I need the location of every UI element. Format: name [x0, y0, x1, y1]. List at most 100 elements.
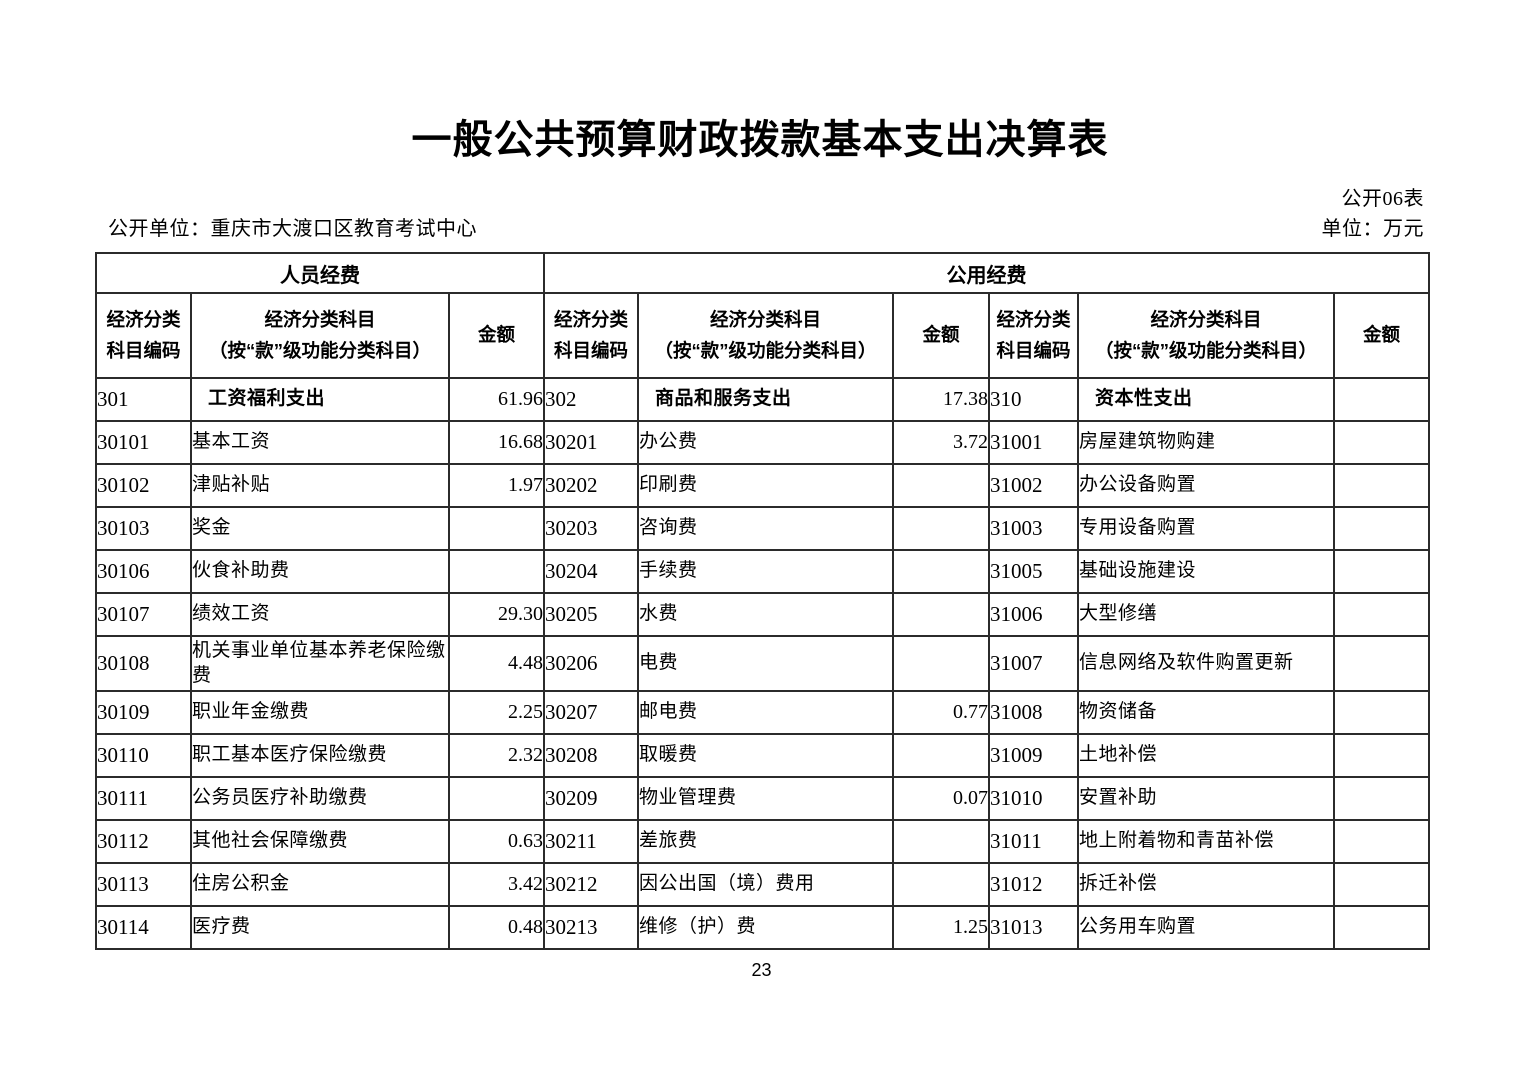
- code-cell: 30101: [95, 420, 192, 465]
- amount-cell: 0.77: [892, 690, 991, 735]
- table-row: 30114 医疗费 0.48 30213 维修（护）费 1.25 31013 公…: [95, 905, 1431, 950]
- code-cell: 30205: [543, 592, 640, 637]
- code-cell: 31007: [988, 635, 1080, 692]
- code-cell: 30212: [543, 862, 640, 907]
- code-cell: 30201: [543, 420, 640, 465]
- col-header-amount-1: 金额: [447, 292, 546, 379]
- amount-cell: [1333, 733, 1431, 778]
- col-header-code-2: 经济分类 科目编码: [543, 292, 640, 379]
- table-row: 30106 伙食补助费 30204 手续费 31005 基础设施建设: [95, 549, 1431, 594]
- col-header-amount-2: 金额: [892, 292, 991, 379]
- col-header-subject-line2: （按“款”级功能分类科目）: [208, 339, 431, 361]
- subject-cell: 手续费: [637, 549, 895, 594]
- code-cell: 30107: [95, 592, 192, 637]
- col-header-subject-3: 经济分类科目 （按“款”级功能分类科目）: [1077, 292, 1336, 379]
- code-cell: 30109: [95, 690, 192, 735]
- amount-cell: [1333, 819, 1431, 864]
- amount-cell: [1333, 549, 1431, 594]
- amount-cell: [1333, 377, 1431, 422]
- amount-cell: 2.25: [447, 690, 546, 735]
- page-title: 一般公共预算财政拨款基本支出决算表: [411, 118, 1109, 162]
- subject-cell: 职业年金缴费: [190, 690, 450, 735]
- code-cell: 30207: [543, 690, 640, 735]
- code-cell: 301: [95, 377, 192, 422]
- subject-cell: 物业管理费: [637, 776, 895, 821]
- amount-cell: 29.30: [447, 592, 546, 637]
- code-cell: 31013: [988, 905, 1080, 950]
- amount-cell: 0.07: [892, 776, 991, 821]
- amount-cell: [892, 463, 991, 508]
- code-cell: 30111: [95, 776, 192, 821]
- subject-cell: 津贴补贴: [190, 463, 450, 508]
- code-cell: 30106: [95, 549, 192, 594]
- amount-cell: 0.48: [447, 905, 546, 950]
- table-row: 30102 津贴补贴 1.97 30202 印刷费 31002 办公设备购置: [95, 463, 1431, 508]
- code-cell: 30204: [543, 549, 640, 594]
- table-row: 30113 住房公积金 3.42 30212 因公出国（境）费用 31012 拆…: [95, 862, 1431, 907]
- col-header-code-line1: 经济分类: [996, 308, 1071, 330]
- col-header-subject-1: 经济分类科目 （按“款”级功能分类科目）: [190, 292, 450, 379]
- table-row: 30109 职业年金缴费 2.25 30207 邮电费 0.77 31008 物…: [95, 690, 1431, 735]
- amount-cell: 2.32: [447, 733, 546, 778]
- subject-cell: 差旅费: [637, 819, 895, 864]
- table-row: 301 工资福利支出 61.96 302 商品和服务支出 17.38 310 资…: [95, 377, 1431, 422]
- code-cell: 30202: [543, 463, 640, 508]
- amount-cell: [1333, 506, 1431, 551]
- amount-cell: [1333, 862, 1431, 907]
- amount-cell: [447, 776, 546, 821]
- table-row: 30108 机关事业单位基本养老保险缴费 4.48 30206 电费 31007…: [95, 635, 1431, 692]
- amount-cell: 1.97: [447, 463, 546, 508]
- table-row: 30111 公务员医疗补助缴费 30209 物业管理费 0.07 31010 安…: [95, 776, 1431, 821]
- col-header-code-line1: 经济分类: [554, 308, 629, 330]
- subject-cell: 地上附着物和青苗补偿: [1077, 819, 1336, 864]
- subject-cell: 办公设备购置: [1077, 463, 1336, 508]
- amount-cell: 3.72: [892, 420, 991, 465]
- group-header-row: 人员经费 公用经费: [94, 252, 1431, 294]
- amount-cell: [892, 819, 991, 864]
- group-header-personnel: 人员经费: [94, 252, 546, 294]
- col-header-amount-3: 金额: [1333, 292, 1431, 379]
- subject-cell: 住房公积金: [190, 862, 450, 907]
- amount-cell: 0.63: [447, 819, 546, 864]
- amount-cell: [447, 506, 546, 551]
- code-cell: 30112: [95, 819, 192, 864]
- amount-cell: [892, 592, 991, 637]
- amount-cell: [1333, 592, 1431, 637]
- code-cell: 30110: [95, 733, 192, 778]
- code-cell: 31010: [988, 776, 1080, 821]
- publisher-label: 公开单位：重庆市大渡口区教育考试中心: [108, 218, 477, 240]
- code-cell: 31006: [988, 592, 1080, 637]
- amount-cell: [447, 549, 546, 594]
- amount-cell: [892, 506, 991, 551]
- code-cell: 30209: [543, 776, 640, 821]
- table-row: 30107 绩效工资 29.30 30205 水费 31006 大型修缮: [95, 592, 1431, 637]
- subject-cell: 信息网络及软件购置更新: [1077, 635, 1336, 692]
- code-cell: 30103: [95, 506, 192, 551]
- col-header-subject-line1: 经济分类科目: [710, 308, 822, 330]
- col-header-code-3: 经济分类 科目编码: [988, 292, 1080, 379]
- code-cell: 31011: [988, 819, 1080, 864]
- amount-cell: 61.96: [447, 377, 546, 422]
- subject-cell: 印刷费: [637, 463, 895, 508]
- code-cell: 31005: [988, 549, 1080, 594]
- code-cell: 31002: [988, 463, 1080, 508]
- table-row: 30103 奖金 30203 咨询费 31003 专用设备购置: [95, 506, 1431, 551]
- code-cell: 30102: [95, 463, 192, 508]
- table-row: 30101 基本工资 16.68 30201 办公费 3.72 31001 房屋…: [95, 420, 1431, 465]
- column-header-row: 经济分类 科目编码 经济分类科目 （按“款”级功能分类科目） 金额 经济分类 科…: [95, 292, 1431, 379]
- code-cell: 31009: [988, 733, 1080, 778]
- subject-cell: 伙食补助费: [190, 549, 450, 594]
- group-header-public: 公用经费: [543, 252, 1431, 294]
- code-cell: 30108: [95, 635, 192, 692]
- subject-cell: 医疗费: [190, 905, 450, 950]
- code-cell: 30213: [543, 905, 640, 950]
- code-cell: 31001: [988, 420, 1080, 465]
- col-header-subject-line2: （按“款”级功能分类科目）: [654, 339, 877, 361]
- amount-cell: [892, 549, 991, 594]
- col-header-code-1: 经济分类 科目编码: [95, 292, 192, 379]
- budget-table: 人员经费 公用经费 经济分类 科目编码 经济分类科目 （按“款”级功能分类科目）…: [94, 252, 1431, 950]
- code-cell: 30113: [95, 862, 192, 907]
- code-cell: 30114: [95, 905, 192, 950]
- subject-cell: 邮电费: [637, 690, 895, 735]
- subject-cell: 物资储备: [1077, 690, 1336, 735]
